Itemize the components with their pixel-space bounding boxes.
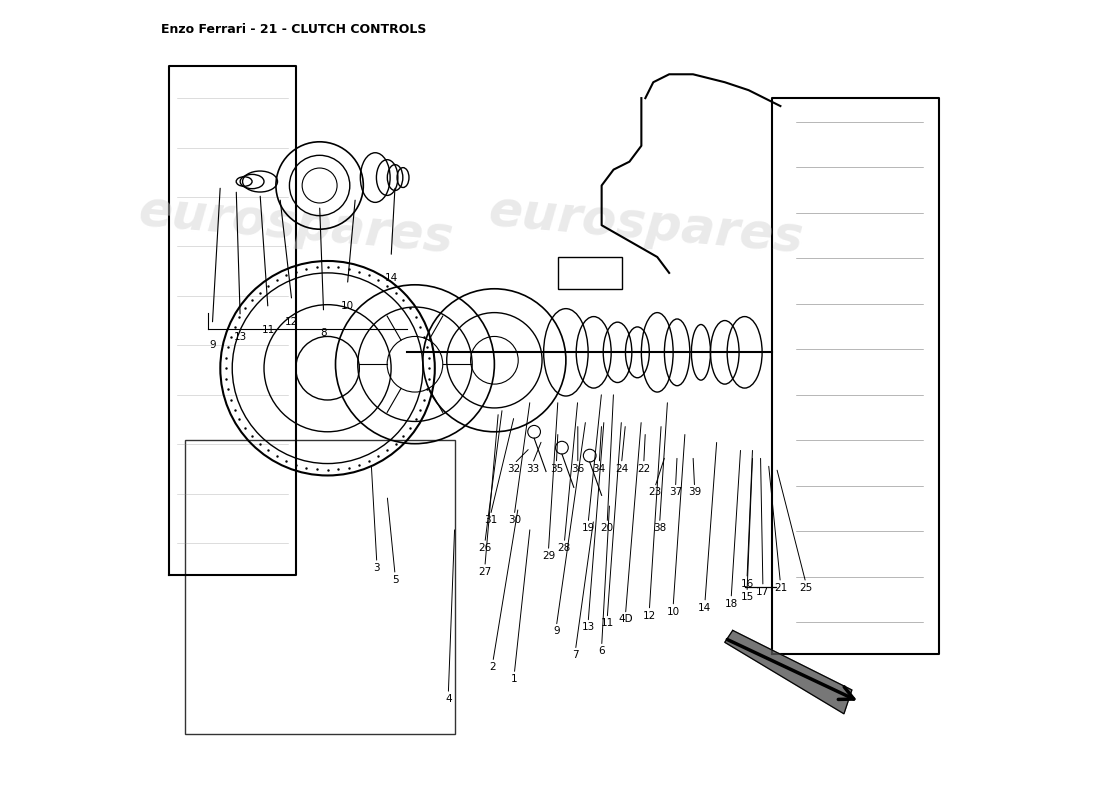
Text: 24: 24	[615, 463, 628, 474]
Text: 10: 10	[667, 606, 680, 617]
Text: 15: 15	[740, 592, 754, 602]
Bar	[558, 257, 622, 289]
Text: 2: 2	[490, 662, 496, 672]
Text: 36: 36	[571, 463, 584, 474]
Text: 6: 6	[598, 646, 605, 656]
Text: 38: 38	[653, 523, 667, 533]
Text: 22: 22	[637, 463, 650, 474]
Text: 30: 30	[508, 515, 520, 525]
Text: 29: 29	[542, 551, 556, 561]
Text: 11: 11	[262, 325, 275, 334]
Text: 13: 13	[233, 333, 246, 342]
Text: 19: 19	[582, 523, 595, 533]
Text: 21: 21	[773, 582, 786, 593]
Text: 4: 4	[446, 694, 452, 704]
Text: 23: 23	[648, 487, 661, 498]
Polygon shape	[725, 630, 851, 714]
Text: 12: 12	[285, 317, 298, 326]
Text: 12: 12	[642, 610, 656, 621]
Text: eurospares: eurospares	[486, 187, 805, 263]
Text: 20: 20	[601, 523, 614, 533]
Text: 33: 33	[526, 463, 539, 474]
Text: 11: 11	[601, 618, 614, 629]
Text: 1: 1	[510, 674, 518, 684]
Text: 14: 14	[698, 602, 712, 613]
Text: 37: 37	[669, 487, 682, 498]
Text: 26: 26	[478, 543, 492, 553]
Text: 27: 27	[478, 567, 492, 577]
Text: 13: 13	[582, 622, 595, 633]
Bar	[185, 440, 454, 734]
Text: 25: 25	[800, 582, 813, 593]
Text: 5: 5	[392, 574, 398, 585]
Text: 31: 31	[484, 515, 497, 525]
Text: 18: 18	[725, 598, 738, 609]
Text: 28: 28	[558, 543, 571, 553]
Text: 39: 39	[688, 487, 701, 498]
Text: 4D: 4D	[618, 614, 632, 625]
Text: 9: 9	[553, 626, 560, 637]
Text: 32: 32	[507, 463, 521, 474]
Text: Enzo Ferrari - 21 - CLUTCH CONTROLS: Enzo Ferrari - 21 - CLUTCH CONTROLS	[161, 22, 426, 36]
Text: 17: 17	[757, 586, 770, 597]
Text: 9: 9	[209, 341, 216, 350]
Text: 7: 7	[572, 650, 579, 660]
Text: 14: 14	[385, 273, 398, 283]
Text: 35: 35	[550, 463, 563, 474]
Text: 34: 34	[593, 463, 606, 474]
Text: 3: 3	[374, 563, 381, 573]
Text: 8: 8	[320, 329, 327, 338]
Text: 10: 10	[341, 301, 354, 310]
Text: 16: 16	[740, 578, 754, 589]
Text: eurospares: eurospares	[136, 187, 455, 263]
